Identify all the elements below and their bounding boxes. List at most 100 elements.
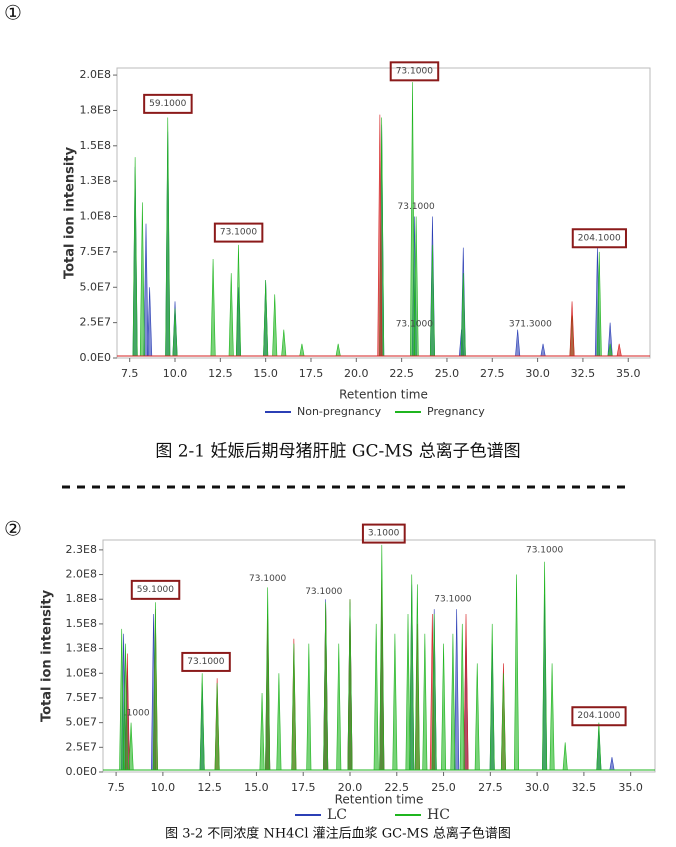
peak xyxy=(422,633,428,771)
annotation: 59.1000 xyxy=(149,99,186,109)
peak xyxy=(165,117,171,357)
x-tick-label: 20.0 xyxy=(338,781,363,794)
peak xyxy=(463,614,469,771)
x-tick-label: 30.0 xyxy=(525,781,550,794)
annotation: 73.1000 xyxy=(187,657,224,667)
y-tick-label: 0.0E0 xyxy=(66,765,97,778)
peak xyxy=(323,602,329,771)
annotation-box xyxy=(213,222,264,243)
peak xyxy=(392,633,398,771)
y-tick-label: 1.0E8 xyxy=(80,210,111,223)
peak xyxy=(562,742,568,771)
annotation: 59.1000 xyxy=(137,585,174,595)
peak xyxy=(228,273,234,357)
x-axis-title: Retention time xyxy=(335,793,424,807)
peak xyxy=(500,673,506,771)
panel-label: ① xyxy=(4,1,22,25)
peak xyxy=(265,587,271,771)
annotation-box xyxy=(389,61,440,82)
peak xyxy=(377,114,383,357)
peak xyxy=(431,614,437,771)
x-tick-label: 15.0 xyxy=(253,367,278,380)
x-tick-label: 10.0 xyxy=(151,781,176,794)
x-tick-label: 20.0 xyxy=(344,367,369,380)
peak xyxy=(450,633,456,771)
y-tick-label: 2.0E8 xyxy=(66,568,97,581)
y-tick-label: 5.0E7 xyxy=(80,280,111,293)
x-tick-label: 32.5 xyxy=(571,367,596,380)
peak xyxy=(291,643,297,771)
peak xyxy=(609,757,615,771)
peak xyxy=(596,722,602,771)
peak xyxy=(616,343,622,357)
x-tick-label: 10.0 xyxy=(163,367,188,380)
peak xyxy=(459,623,465,771)
x-axis-title: Retention time xyxy=(339,388,428,402)
peak xyxy=(128,722,134,771)
legend-label: HC xyxy=(427,807,450,823)
peak xyxy=(474,663,480,771)
y-tick-label: 2.5E7 xyxy=(80,316,111,329)
x-tick-label: 15.0 xyxy=(244,781,269,794)
peak xyxy=(210,258,216,357)
y-tick-label: 2.5E7 xyxy=(66,740,97,753)
x-tick-label: 12.5 xyxy=(208,367,233,380)
x-tick-label: 27.5 xyxy=(480,367,505,380)
annotation-box xyxy=(181,651,231,672)
x-tick-label: 17.5 xyxy=(291,781,316,794)
y-tick-label: 7.5E7 xyxy=(66,691,97,704)
annotation: 73.1000 xyxy=(526,545,563,555)
x-tick-label: 7.5 xyxy=(121,367,139,380)
x-tick-label: 22.5 xyxy=(389,367,414,380)
y-tick-label: 1.3E8 xyxy=(80,174,111,187)
peak xyxy=(139,202,145,357)
x-tick-label: 25.0 xyxy=(435,367,460,380)
y-tick-label: 1.8E8 xyxy=(80,103,111,116)
peak xyxy=(569,301,575,357)
peak xyxy=(414,584,420,771)
peak xyxy=(373,623,379,771)
y-tick-label: 1.5E8 xyxy=(66,617,97,630)
x-tick-label: 35.0 xyxy=(616,367,641,380)
annotation-box xyxy=(130,579,181,600)
y-tick-label: 2.0E8 xyxy=(80,68,111,81)
y-axis-title: Total ion intensity xyxy=(40,589,55,722)
peak xyxy=(454,609,460,771)
peak xyxy=(347,599,353,771)
annotation: 73.1000 xyxy=(434,595,471,605)
y-axis-title: Total ion intensity xyxy=(63,146,78,279)
annotation: 73.1000 xyxy=(249,574,286,584)
y-tick-label: 2.3E8 xyxy=(66,543,97,556)
annotation-box xyxy=(571,228,627,249)
caption: 图 2-1 妊娠后期母猪肝脏 GC-MS 总离子色谱图 xyxy=(155,442,520,462)
peak xyxy=(515,329,521,357)
y-tick-label: 1.3E8 xyxy=(66,642,97,655)
x-tick-label: 7.5 xyxy=(107,781,125,794)
peak xyxy=(409,574,415,771)
peak xyxy=(132,157,138,357)
peak xyxy=(259,693,265,771)
peak xyxy=(379,544,385,771)
x-tick-label: 35.0 xyxy=(618,781,643,794)
annotation: 73.1000 xyxy=(396,66,433,76)
y-tick-label: 5.0E7 xyxy=(66,716,97,729)
plot-frame xyxy=(102,539,656,773)
x-tick-label: 32.5 xyxy=(572,781,597,794)
annotation-box xyxy=(361,523,406,544)
peak xyxy=(306,643,312,771)
annotation: 204.1000 xyxy=(578,233,621,243)
peak xyxy=(542,561,548,771)
annotation: 73.1000 xyxy=(396,320,433,330)
annotation-box xyxy=(571,706,627,727)
peak xyxy=(122,643,128,771)
panel-label: ② xyxy=(4,517,22,541)
x-tick-label: 25.0 xyxy=(431,781,456,794)
annotation: 3.1000 xyxy=(368,529,400,539)
peak xyxy=(336,643,342,771)
peak xyxy=(119,628,125,771)
x-tick-label: 12.5 xyxy=(197,781,222,794)
peak xyxy=(235,244,241,357)
peak xyxy=(152,602,158,771)
y-tick-label: 0.0E0 xyxy=(80,351,111,364)
